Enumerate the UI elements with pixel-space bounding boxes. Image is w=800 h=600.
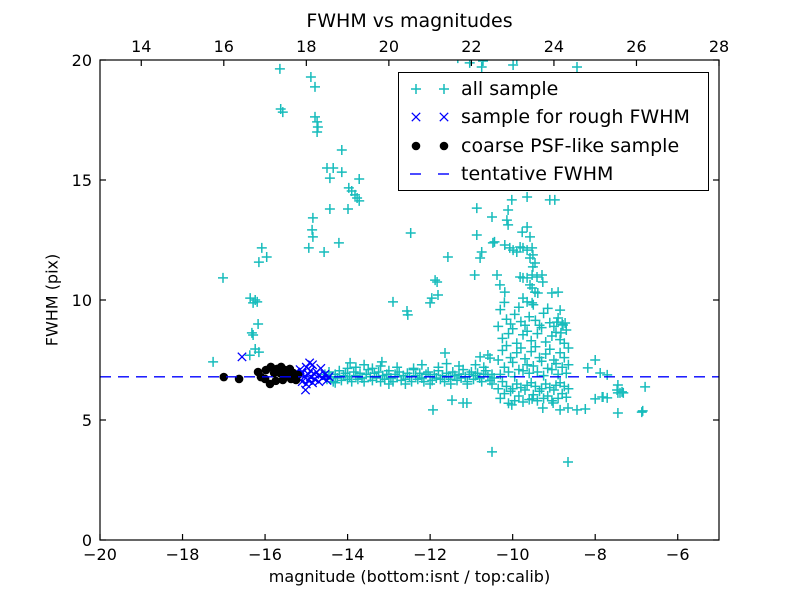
x-bottom-tick-label: −14 (331, 545, 365, 564)
legend-label: coarse PSF-like sample (461, 134, 680, 157)
y-axis-label: FWHM (pix) (42, 253, 62, 347)
x-top-tick-label: 22 (461, 37, 481, 56)
y-tick-label: 0 (82, 531, 92, 550)
x-axis-label: magnitude (bottom:isnt / top:calib) (268, 567, 551, 586)
legend-label: tentative FWHM (461, 162, 614, 185)
dot-marker-icon (399, 135, 461, 157)
x-bottom-tick-label: −18 (166, 545, 200, 564)
legend-label: all sample (461, 78, 559, 101)
series-coarse-psf-like-sample (219, 362, 303, 389)
x-bottom-tick-label: −20 (83, 545, 117, 564)
x-bottom-tick-label: −16 (248, 545, 282, 564)
plus-marker-icon (399, 78, 461, 100)
cross-marker-icon (399, 106, 461, 128)
y-tick-label: 15 (72, 171, 92, 190)
y-tick-label: 5 (82, 411, 92, 430)
x-top-tick-label: 20 (379, 37, 399, 56)
legend-item-rough-fwhm: sample for rough FWHM (399, 103, 708, 131)
dashed-line-icon (399, 163, 461, 185)
tick-labels: −20 −18 −16 −14 −12 −10 −8 −6 14 16 18 20 22 24 26 28 0 5… (72, 37, 730, 564)
x-top-tick-label: 26 (626, 37, 646, 56)
legend-label: sample for rough FWHM (461, 106, 690, 129)
x-bottom-tick-label: −6 (666, 545, 690, 564)
x-top-tick-label: 14 (131, 37, 151, 56)
series-all-sample (208, 60, 651, 467)
legend-item-all-sample: all sample (399, 75, 708, 103)
plot-area (100, 60, 719, 467)
x-top-tick-label: 18 (296, 37, 316, 56)
axis-ticks (99, 59, 720, 541)
chart-title: FWHM vs magnitudes (306, 10, 513, 32)
legend-item-psf-sample: coarse PSF-like sample (399, 132, 708, 160)
y-tick-label: 10 (72, 291, 92, 310)
legend-item-tentative-fwhm: tentative FWHM (399, 160, 708, 188)
x-top-tick-label: 24 (544, 37, 564, 56)
y-tick-label: 20 (72, 51, 92, 70)
x-bottom-tick-label: −12 (413, 545, 447, 564)
x-bottom-tick-label: −10 (496, 545, 530, 564)
x-top-tick-label: 16 (214, 37, 234, 56)
x-top-tick-label: 28 (709, 37, 729, 56)
legend: all sample sample for rough FWHM coarse … (398, 72, 709, 191)
x-bottom-tick-label: −8 (583, 545, 607, 564)
